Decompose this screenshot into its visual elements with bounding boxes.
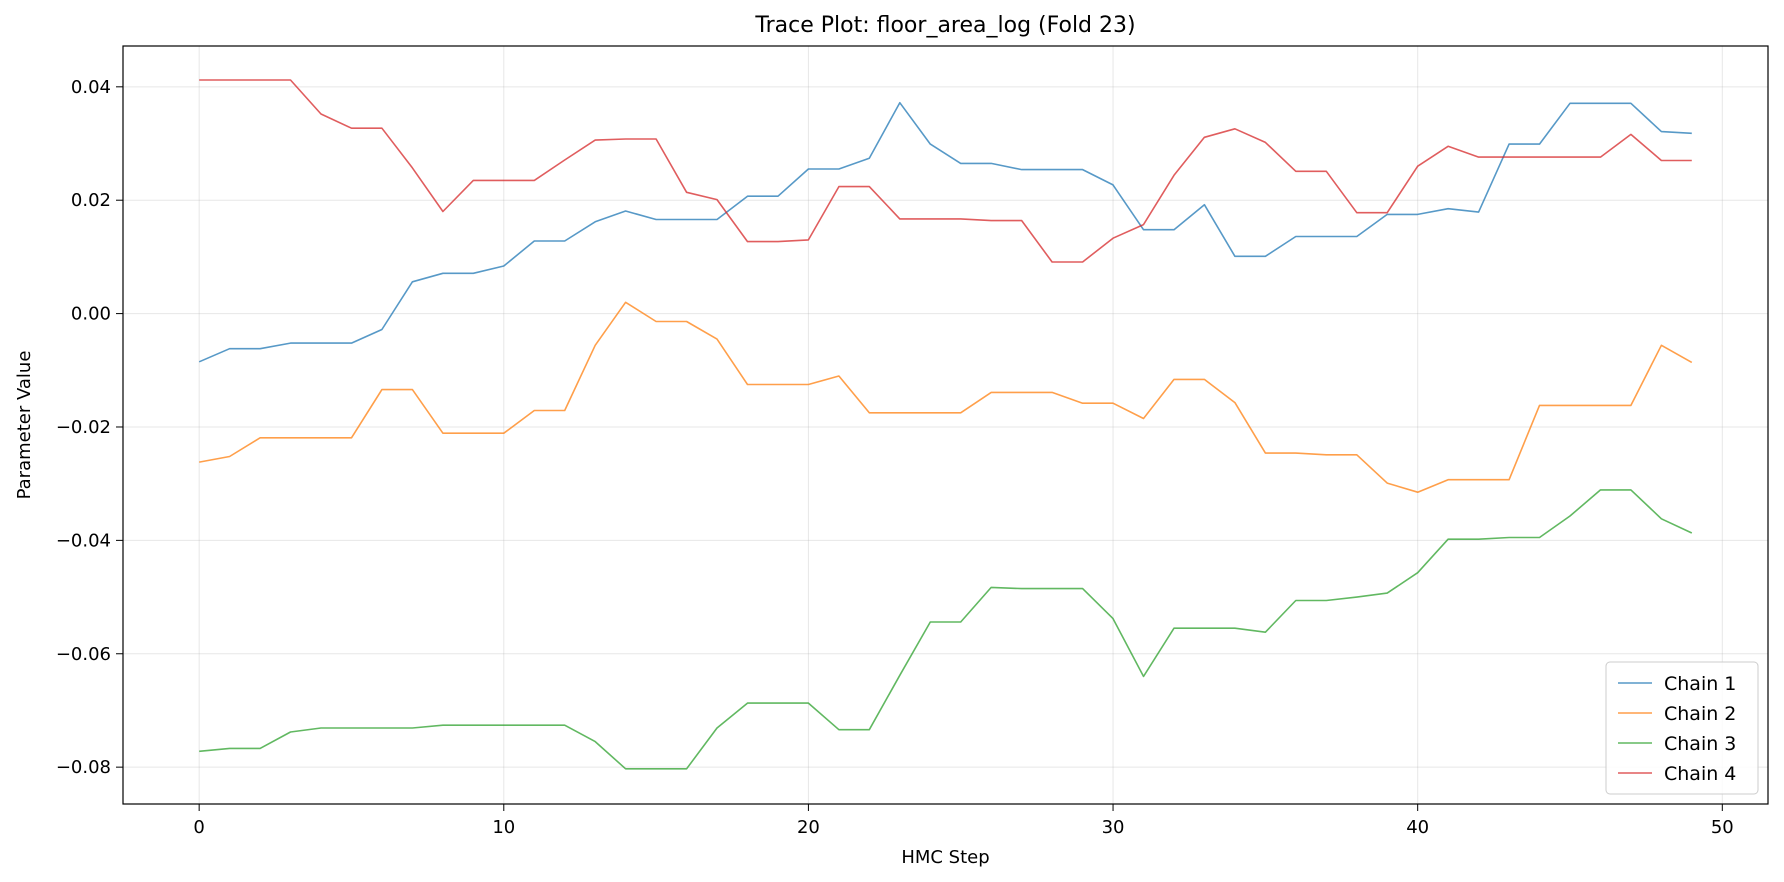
legend-box: [1605, 661, 1759, 795]
grid: [123, 46, 1768, 804]
y-tick-label: −0.08: [56, 757, 111, 778]
y-tick-label: 0.04: [71, 77, 111, 98]
legend-entry-label: Chain 2: [1664, 703, 1736, 725]
y-tick-label: −0.02: [56, 417, 111, 438]
y-tick-label: −0.04: [56, 530, 111, 551]
legend-entry-label: Chain 3: [1664, 733, 1736, 755]
x-axis-ticks: 0 10 20 30 40 50: [193, 804, 1734, 838]
plot-area-frame: [122, 45, 1769, 805]
x-tick-label: 0: [193, 817, 204, 838]
legend-entry-label: Chain 1: [1664, 673, 1736, 695]
chart-title: Trace Plot: floor_area_log (Fold 23): [754, 13, 1135, 38]
series-line-chain-2: [199, 301, 1693, 494]
x-tick-label: 40: [1406, 817, 1429, 838]
x-tick-label: 50: [1711, 817, 1734, 838]
series-line-chain-1: [198, 101, 1692, 363]
series-lines: [198, 79, 1693, 770]
x-axis-label: HMC Step: [901, 847, 989, 868]
y-tick-label: −0.06: [56, 644, 111, 665]
x-tick-label: 30: [1102, 817, 1125, 838]
x-tick-label: 10: [492, 817, 515, 838]
y-tick-label: 0.00: [71, 304, 111, 325]
y-tick-label: 0.02: [71, 190, 111, 211]
x-tick-label: 20: [797, 817, 820, 838]
legend-entry-label: Chain 4: [1664, 763, 1736, 785]
legend: Chain 1 Chain 2 Chain 3 Chain 4: [1605, 661, 1759, 795]
series-line-chain-3: [199, 489, 1693, 770]
series-line-chain-4: [199, 79, 1692, 263]
y-axis-ticks: −0.08 −0.06 −0.04 −0.02 0.00 0.02 0.04: [56, 77, 123, 778]
y-axis-label: Parameter Value: [14, 351, 35, 500]
